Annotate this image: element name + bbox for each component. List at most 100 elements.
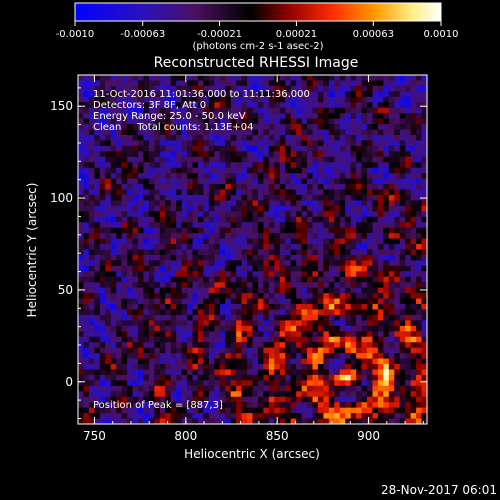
heatmap-cell (116, 216, 123, 223)
heatmap-cell (214, 124, 221, 130)
heatmap-cell (312, 391, 319, 398)
heatmap-cell (170, 151, 177, 158)
heatmap-cell (279, 107, 286, 114)
heatmap-cell (279, 222, 286, 229)
heatmap-cell (247, 75, 253, 81)
heatmap-cell (416, 380, 422, 387)
heatmap-cell (219, 184, 226, 190)
heatmap-cell (137, 331, 144, 338)
heatmap-cell (290, 265, 297, 272)
heatmap-cell (285, 260, 292, 267)
heatmap-cell (230, 124, 237, 130)
heatmap-cell (187, 287, 193, 294)
heatmap-cell (236, 244, 242, 250)
heatmap-cell (143, 314, 150, 321)
heatmap-cell (127, 396, 133, 403)
heatmap-cell (372, 369, 379, 376)
heatmap-cell (132, 75, 139, 81)
heatmap-cell (290, 91, 297, 98)
heatmap-cell (372, 222, 379, 229)
heatmap-cell (356, 102, 362, 109)
heatmap-cell (187, 162, 193, 169)
heatmap-cell (241, 80, 248, 87)
heatmap-cell (127, 173, 133, 180)
heatmap-cell (225, 156, 232, 163)
heatmap-cell (241, 385, 248, 392)
heatmap-cell (361, 304, 368, 310)
heatmap-cell (247, 287, 253, 294)
heatmap-cell (197, 145, 204, 152)
heatmap-cell (388, 254, 395, 261)
heatmap-cell (247, 304, 253, 310)
heatmap-cell (219, 336, 226, 343)
heatmap-cell (181, 396, 188, 403)
heatmap-cell (99, 287, 106, 294)
heatmap-cell (399, 91, 406, 98)
heatmap-cell (421, 238, 427, 245)
heatmap-cell (345, 156, 352, 163)
heatmap-cell (356, 369, 362, 376)
heatmap-cell (203, 113, 210, 120)
heatmap-cell (159, 118, 166, 125)
heatmap-cell (334, 385, 341, 392)
heatmap-cell (127, 276, 133, 283)
heatmap-cell (388, 407, 395, 414)
heatmap-cell (377, 358, 384, 365)
heatmap-cell (290, 304, 297, 310)
heatmap-cell (394, 189, 401, 196)
heatmap-cell (127, 385, 133, 392)
heatmap-cell (421, 380, 427, 387)
heatmap-cell (399, 309, 406, 316)
heatmap-cell (78, 249, 84, 256)
heatmap-cell (143, 113, 150, 120)
heatmap-cell (187, 194, 193, 201)
heatmap-cell (116, 385, 123, 392)
heatmap-cell (154, 75, 161, 81)
heatmap-cell (225, 298, 232, 305)
heatmap-cell (296, 353, 302, 359)
heatmap-cell (105, 271, 112, 278)
heatmap-cell (296, 75, 302, 81)
heatmap-cell (121, 216, 128, 223)
heatmap-cell (94, 162, 101, 169)
heatmap-cell (334, 129, 341, 136)
heatmap-cell (192, 194, 199, 201)
heatmap-cell (116, 200, 123, 207)
heatmap-cell (312, 205, 319, 212)
heatmap-cell (328, 364, 335, 370)
heatmap-cell (416, 347, 422, 354)
heatmap-cell (405, 216, 412, 223)
heatmap-cell (279, 189, 286, 196)
heatmap-cell (388, 276, 395, 283)
heatmap-cell (78, 391, 84, 398)
heatmap-cell (127, 336, 133, 343)
heatmap-cell (307, 369, 313, 376)
heatmap-cell (99, 265, 106, 272)
heatmap-cell (399, 80, 406, 87)
heatmap-cell (290, 244, 297, 250)
heatmap-cell (279, 282, 286, 289)
heatmap-cell (372, 140, 379, 147)
heatmap-cell (345, 151, 352, 158)
heatmap-cell (165, 194, 172, 201)
heatmap-cell (181, 254, 188, 261)
heatmap-cell (301, 298, 308, 305)
heatmap-cell (247, 369, 253, 376)
heatmap-cell (203, 216, 210, 223)
heatmap-cell (99, 249, 106, 256)
heatmap-cell (94, 151, 101, 158)
heatmap-cell (301, 320, 308, 327)
heatmap-cell (312, 162, 319, 169)
heatmap-cell (312, 271, 319, 278)
heatmap-cell (274, 413, 281, 419)
heatmap-cell (116, 347, 123, 354)
heatmap-cell (394, 314, 401, 321)
heatmap-cell (127, 211, 133, 218)
heatmap-cell (356, 118, 362, 125)
heatmap-cell (159, 178, 166, 185)
heatmap-cell (301, 173, 308, 180)
heatmap-cell (241, 211, 248, 218)
heatmap-cell (78, 200, 84, 207)
heatmap-cell (350, 107, 357, 114)
heatmap-cell (296, 156, 302, 163)
